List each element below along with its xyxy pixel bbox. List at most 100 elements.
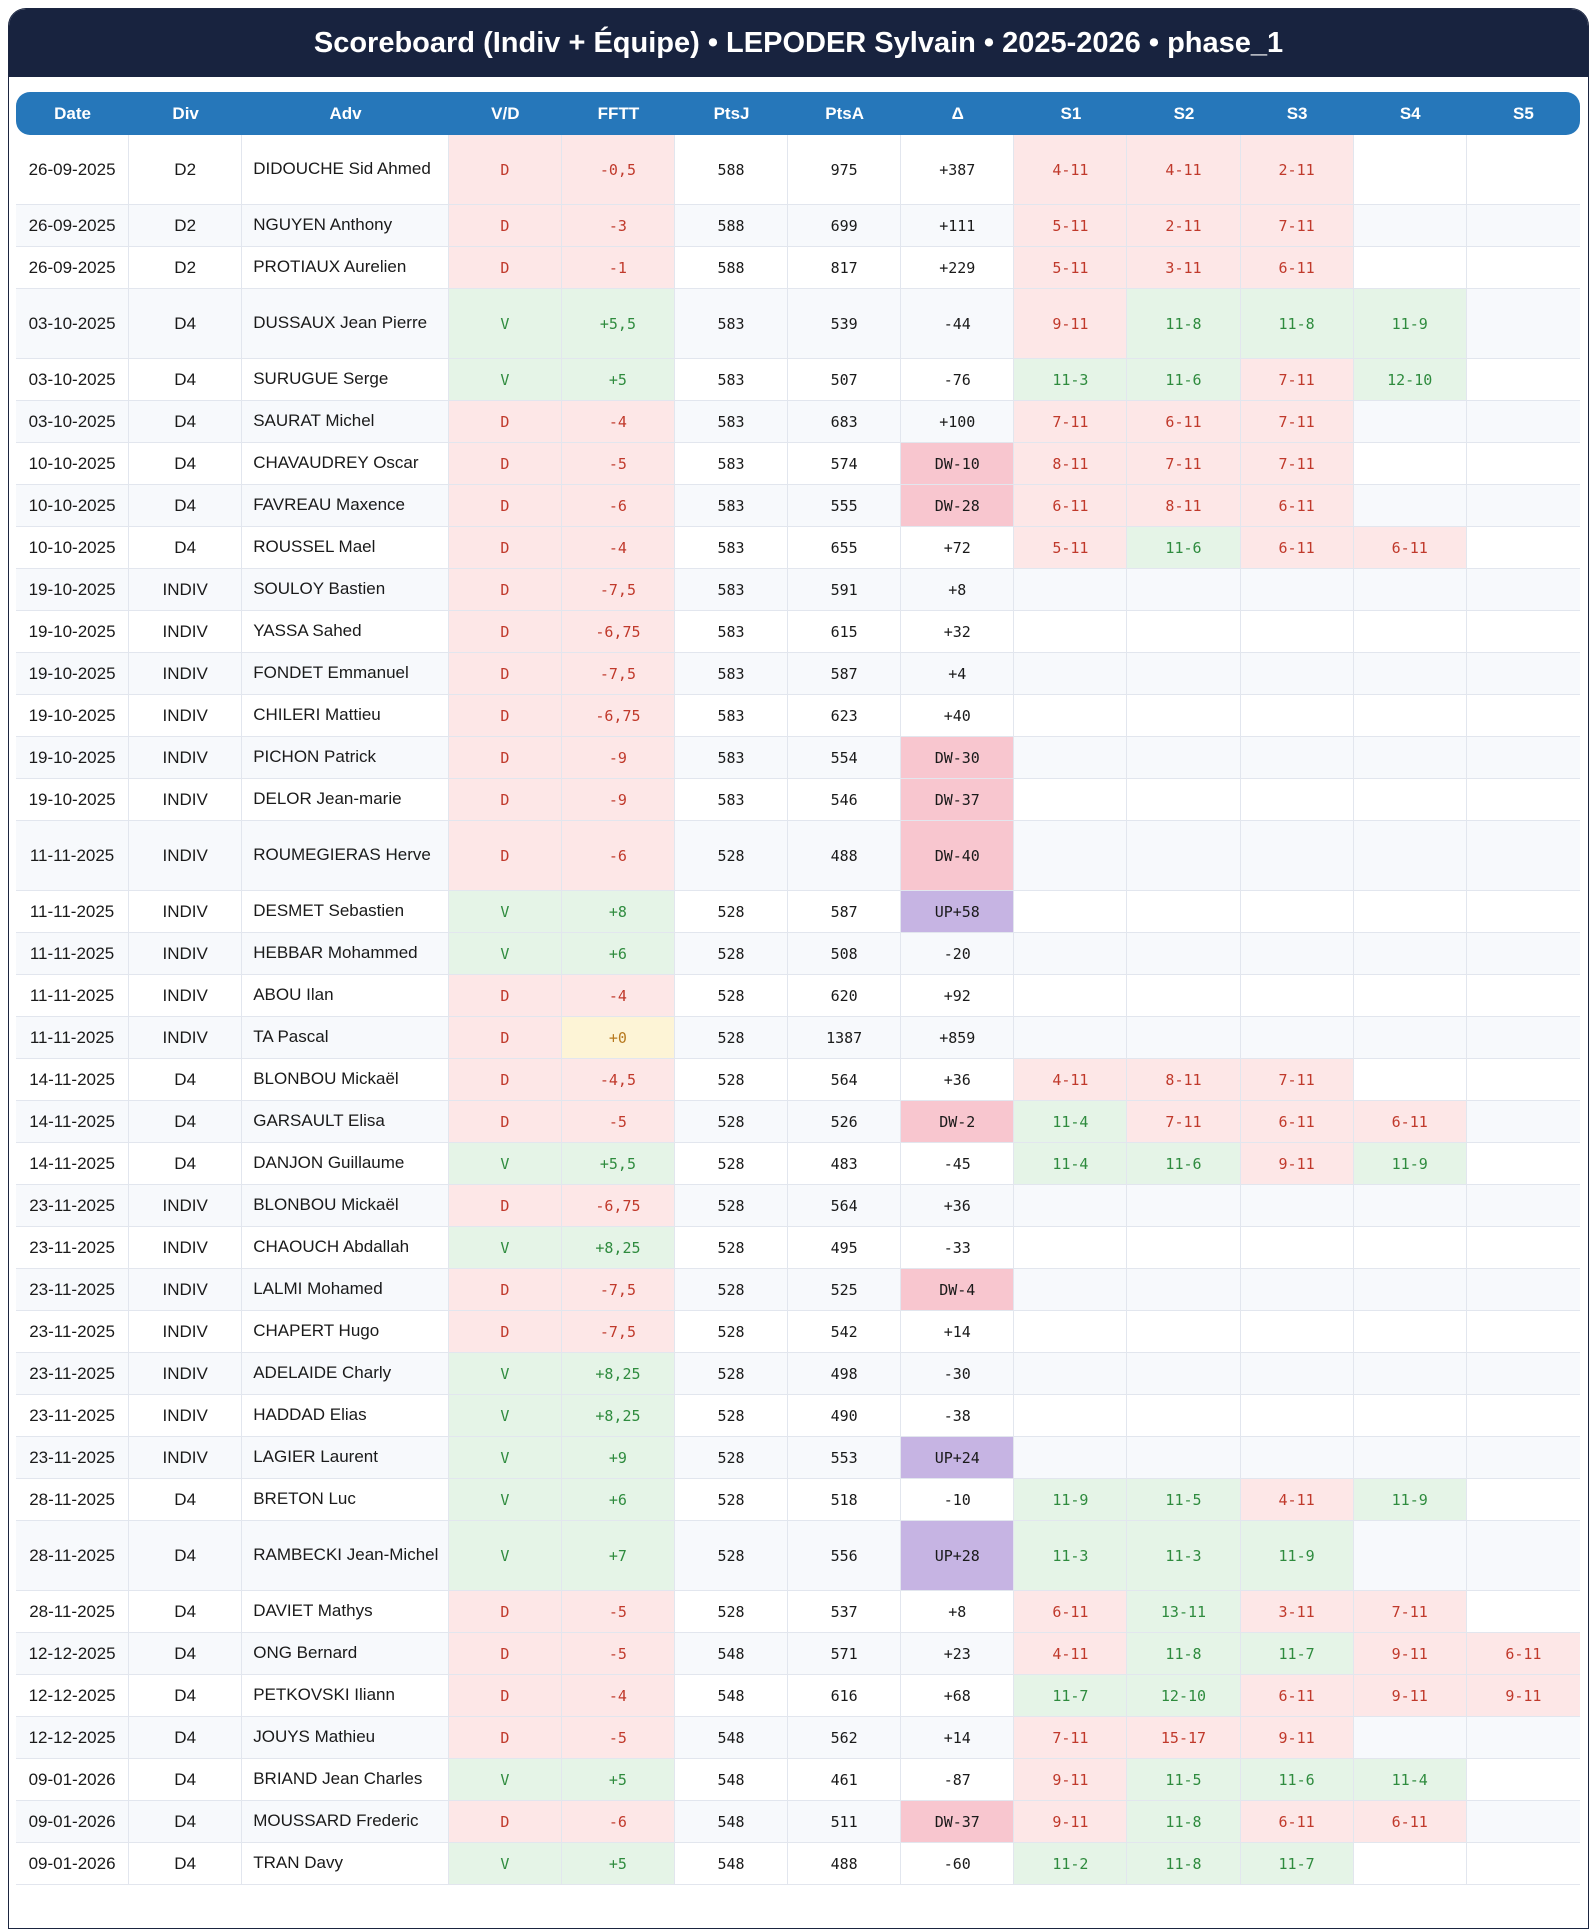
table-row[interactable]: 28-11-2025 D4 DAVIET Mathys D -5 528 537 +8 6-11… [16,1591,1580,1633]
cell-ptsa: 507 [788,359,902,401]
table-row[interactable]: 19-10-2025 INDIV YASSA Sahed D -6,75 583 615 +3… [16,611,1580,653]
cell-delta: +4 [901,653,1015,695]
cell-set-5 [1466,1801,1580,1843]
col-header-adv[interactable]: Adv [242,92,449,135]
cell-set-1: 9-11 [1014,1801,1128,1843]
cell-fftt: -9 [561,737,675,779]
cell-fftt: -9 [561,779,675,821]
cell-fftt: +8,25 [561,1353,675,1395]
table-row[interactable]: 12-12-2025 D4 JOUYS Mathieu D -5 548 562 +14 7-1… [16,1717,1580,1759]
scoreboard-table: Date Div Adv V/D FFTT PtsJ PtsA Δ S1 S2 … [16,92,1580,1885]
table-row[interactable]: 11-11-2025 INDIV DESMET Sebastien V +8 528 587… [16,891,1580,933]
table-row[interactable]: 14-11-2025 D4 GARSAULT Elisa D -5 528 526 DW-2 1… [16,1101,1580,1143]
cell-fftt: +5,5 [561,1143,675,1185]
cell-vd: D [448,611,562,653]
col-header-s4[interactable]: S4 [1353,92,1467,135]
cell-ptsj: 548 [675,1843,789,1885]
table-row[interactable]: 26-09-2025 D2 PROTIAUX Aurelien D -1 588 817 +2… [16,247,1580,289]
cell-delta: +8 [901,1591,1015,1633]
table-row[interactable]: 26-09-2025 D2 DIDOUCHE Sid Ahmed D -0,5 588 97… [16,135,1580,205]
table-row[interactable]: 11-11-2025 INDIV TA Pascal D +0 528 1387 +859 [16,1017,1580,1059]
cell-ptsj: 528 [675,1437,789,1479]
table-row[interactable]: 12-12-2025 D4 ONG Bernard D -5 548 571 +23 4-11 1… [16,1633,1580,1675]
table-header-row: Date Div Adv V/D FFTT PtsJ PtsA Δ S1 S2 … [16,92,1580,135]
col-header-div[interactable]: Div [129,92,243,135]
cell-set-1: 11-3 [1014,359,1128,401]
cell-fftt: +6 [561,933,675,975]
table-row[interactable]: 09-01-2026 D4 MOUSSARD Frederic D -6 548 511 DW… [16,1801,1580,1843]
table-row[interactable]: 28-11-2025 D4 BRETON Luc V +6 528 518 -10 11-9 11… [16,1479,1580,1521]
col-header-ptsa[interactable]: PtsA [788,92,902,135]
cell-delta: UP+58 [901,891,1015,933]
table-row[interactable]: 19-10-2025 INDIV PICHON Patrick D -9 583 554 DW… [16,737,1580,779]
col-header-s1[interactable]: S1 [1014,92,1128,135]
table-row[interactable]: 23-11-2025 INDIV LAGIER Laurent V +9 528 553 UP… [16,1437,1580,1479]
table-row[interactable]: 03-10-2025 D4 SURUGUE Serge V +5 583 507 -76 11-… [16,359,1580,401]
cell-set-2: 13-11 [1127,1591,1241,1633]
table-row[interactable]: 26-09-2025 D2 NGUYEN Anthony D -3 588 699 +111 5… [16,205,1580,247]
cell-set-4 [1353,205,1467,247]
cell-delta: +100 [901,401,1015,443]
cell-adv: PETKOVSKI Iliann [242,1675,449,1717]
table-row[interactable]: 11-11-2025 INDIV HEBBAR Mohammed V +6 528 508-… [16,933,1580,975]
table-row[interactable]: 03-10-2025 D4 SAURAT Michel D -4 583 683 +100 7-… [16,401,1580,443]
col-header-ptsj[interactable]: PtsJ [675,92,789,135]
cell-adv: SAURAT Michel [242,401,449,443]
cell-set-3: 7-11 [1240,1059,1354,1101]
table-row[interactable]: 10-10-2025 D4 ROUSSEL Mael D -4 583 655 +72 5-11… [16,527,1580,569]
table-row[interactable]: 09-01-2026 D4 TRAN Davy V +5 548 488 -60 11-2 11-… [16,1843,1580,1885]
table-row[interactable]: 03-10-2025 D4 DUSSAUX Jean Pierre V +5,5 583 5… [16,289,1580,359]
table-row[interactable]: 19-10-2025 INDIV FONDET Emmanuel D -7,5 583 58… [16,653,1580,695]
cell-fftt: -7,5 [561,1311,675,1353]
table-row[interactable]: 23-11-2025 INDIV ADELAIDE Charly V +8,25 528 4… [16,1353,1580,1395]
table-row[interactable]: 19-10-2025 INDIV CHILERI Mattieu D -6,75 583 6… [16,695,1580,737]
cell-set-1: 5-11 [1014,247,1128,289]
col-header-fftt[interactable]: FFTT [561,92,675,135]
table-row[interactable]: 11-11-2025 INDIV ABOU Ilan D -4 528 620 +92 [16,975,1580,1017]
cell-date: 12-12-2025 [16,1633,130,1675]
cell-adv: HADDAD Elias [242,1395,449,1437]
cell-delta: +14 [901,1717,1015,1759]
col-header-date[interactable]: Date [16,92,130,135]
col-header-s2[interactable]: S2 [1127,92,1241,135]
col-header-vd[interactable]: V/D [448,92,562,135]
cell-date: 26-09-2025 [16,247,130,289]
table-row[interactable]: 14-11-2025 D4 BLONBOU Mickaël D -4,5 528 564 +3… [16,1059,1580,1101]
cell-set-5 [1466,135,1580,205]
cell-set-1: 4-11 [1014,1633,1128,1675]
cell-adv: MOUSSARD Frederic [242,1801,449,1843]
cell-ptsa: 699 [788,205,902,247]
table-row[interactable]: 23-11-2025 INDIV CHAPERT Hugo D -7,5 528 542 +1… [16,1311,1580,1353]
cell-set-4: 9-11 [1353,1633,1467,1675]
table-row[interactable]: 10-10-2025 D4 CHAVAUDREY Oscar D -5 583 574 DW-… [16,443,1580,485]
cell-set-1 [1014,1437,1128,1479]
cell-set-3: 6-11 [1240,527,1354,569]
cell-fftt: +8,25 [561,1227,675,1269]
col-header-s3[interactable]: S3 [1240,92,1354,135]
table-row[interactable]: 23-11-2025 INDIV CHAOUCH Abdallah V +8,25 528… [16,1227,1580,1269]
table-row[interactable]: 09-01-2026 D4 BRIAND Jean Charles V +5 548 461… [16,1759,1580,1801]
cell-set-4 [1353,1311,1467,1353]
table-row[interactable]: 23-11-2025 INDIV LALMI Mohamed D -7,5 528 525 D… [16,1269,1580,1311]
cell-date: 09-01-2026 [16,1801,130,1843]
table-row[interactable]: 23-11-2025 INDIV BLONBOU Mickaël D -6,75 528 5… [16,1185,1580,1227]
table-row[interactable]: 12-12-2025 D4 PETKOVSKI Iliann D -4 548 616 +68… [16,1675,1580,1717]
col-header-delta[interactable]: Δ [901,92,1015,135]
table-row[interactable]: 14-11-2025 D4 DANJON Guillaume V +5,5 528 483-… [16,1143,1580,1185]
cell-set-2: 11-8 [1127,1633,1241,1675]
cell-date: 23-11-2025 [16,1269,130,1311]
table-row[interactable]: 11-11-2025 INDIV ROUMEGIERAS Herve D -6 528 48… [16,821,1580,891]
table-row[interactable]: 19-10-2025 INDIV DELOR Jean-marie D -9 583 546… [16,779,1580,821]
cell-delta: -44 [901,289,1015,359]
table-row[interactable]: 10-10-2025 D4 FAVREAU Maxence D -6 583 555 DW-2… [16,485,1580,527]
cell-div: INDIV [129,891,243,933]
cell-ptsa: 483 [788,1143,902,1185]
cell-set-4 [1353,247,1467,289]
cell-set-4 [1353,1843,1467,1885]
table-row[interactable]: 28-11-2025 D4 RAMBECKI Jean-Michel V +7 528 55… [16,1521,1580,1591]
cell-vd: D [448,1633,562,1675]
col-header-s5[interactable]: S5 [1466,92,1580,135]
table-row[interactable]: 23-11-2025 INDIV HADDAD Elias V +8,25 528 490-… [16,1395,1580,1437]
cell-set-4 [1353,779,1467,821]
table-row[interactable]: 19-10-2025 INDIV SOULOY Bastien D -7,5 583 591… [16,569,1580,611]
